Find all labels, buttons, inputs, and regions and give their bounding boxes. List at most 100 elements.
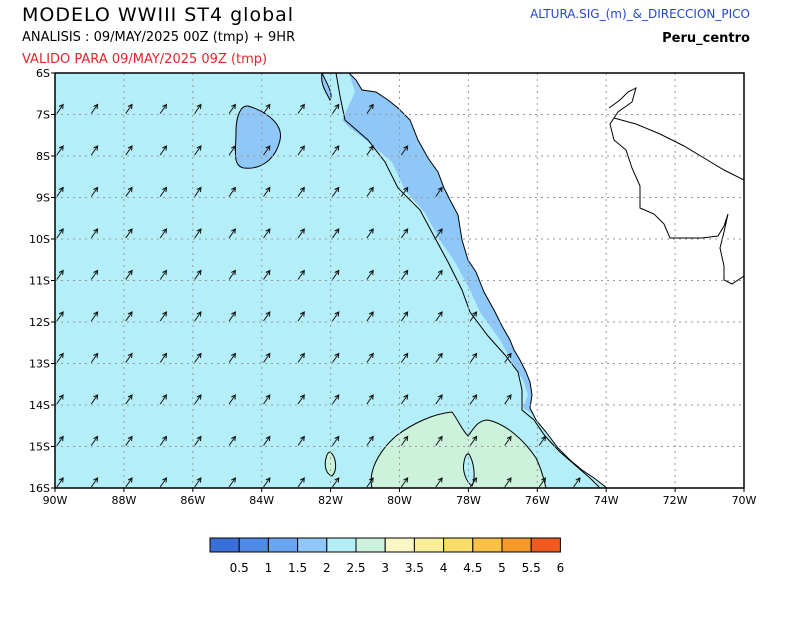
nearshore-contour — [335, 73, 601, 488]
wave-direction-arrow — [90, 145, 99, 156]
wave-direction-arrow — [56, 228, 64, 239]
wave-direction-arrow — [228, 435, 237, 446]
wave-direction-arrow — [263, 311, 271, 322]
wave-direction-arrow — [228, 352, 237, 363]
wave-direction-arrow — [159, 269, 168, 280]
wave-direction-arrow — [56, 311, 64, 322]
grid-lines — [55, 73, 744, 488]
wave-direction-arrow — [56, 103, 64, 114]
wave-direction-arrow — [194, 103, 202, 114]
wave-direction-arrow — [159, 435, 168, 446]
wave-direction-arrow — [435, 477, 443, 488]
wave-direction-arrow — [194, 477, 202, 488]
colorbar-swatch — [443, 537, 474, 553]
colorbar-swatch — [413, 537, 445, 553]
colorbar-swatch — [530, 537, 561, 553]
border-line-north — [608, 87, 744, 285]
wave-direction-arrow — [194, 435, 202, 446]
wave-direction-arrow — [297, 352, 305, 363]
wave-direction-arrow — [400, 269, 409, 280]
wave-direction-arrow — [263, 228, 271, 239]
wave-direction-arrow — [263, 145, 271, 156]
colorbar-swatch — [355, 537, 386, 553]
wave-direction-arrow — [263, 269, 271, 280]
wave-direction-arrow — [159, 311, 168, 322]
wave-direction-arrow — [263, 435, 271, 446]
wave-direction-arrow — [538, 477, 547, 488]
wave-direction-arrow — [90, 352, 99, 363]
wave-direction-arrow — [332, 311, 340, 322]
wave-direction-arrow — [504, 394, 512, 405]
wave-direction-arrow — [469, 394, 478, 405]
wave-direction-arrow — [435, 269, 443, 280]
wave-direction-arrow — [56, 186, 64, 197]
wave-direction-arrow — [56, 269, 64, 280]
wave-direction-arrow — [332, 435, 340, 446]
longitude-labels: 90W 88W 86W 84W 82W 80W 78W 76W 74W 72W 70W — [43, 488, 757, 507]
wave-direction-arrow — [90, 269, 99, 280]
wave-direction-arrow — [297, 435, 305, 446]
direction-arrows — [56, 103, 752, 488]
wave-direction-arrow — [435, 311, 443, 322]
wave-direction-arrow — [297, 228, 305, 239]
wave-direction-arrow — [56, 394, 64, 405]
wave-direction-arrow — [297, 269, 305, 280]
wave-direction-arrow — [125, 228, 133, 239]
wave-direction-arrow — [194, 186, 202, 197]
colorbar-label: 3.5 — [405, 561, 424, 575]
lat-label: 8S — [36, 150, 50, 163]
wave-direction-arrow — [297, 103, 305, 114]
wave-direction-arrow — [746, 436, 752, 445]
wave-direction-arrow — [228, 103, 237, 114]
wave-direction-arrow — [469, 435, 478, 446]
wave-direction-arrow — [90, 186, 99, 197]
colorbar-swatch — [267, 537, 299, 553]
colorbar-label: 2 — [323, 561, 331, 575]
wave-direction-arrow — [469, 352, 478, 363]
colorbar-label: 1.5 — [288, 561, 307, 575]
wave-direction-arrow — [746, 395, 752, 404]
wave-direction-arrow — [228, 394, 237, 405]
wave-direction-arrow — [297, 311, 305, 322]
wave-direction-arrow — [746, 353, 752, 362]
wave-direction-arrow — [366, 477, 374, 488]
wave-direction-arrow — [56, 435, 64, 446]
colorbar-swatch — [472, 537, 503, 553]
wave-direction-arrow — [159, 103, 168, 114]
colorbar-swatch — [297, 537, 328, 553]
colorbar-swatch — [384, 537, 415, 553]
wave-direction-arrow — [159, 186, 168, 197]
wave-direction-arrow — [746, 146, 752, 155]
wave-direction-arrow — [125, 435, 133, 446]
wave-direction-arrow — [228, 228, 237, 239]
wave-direction-arrow — [90, 311, 99, 322]
wave-direction-arrow — [56, 352, 64, 363]
wave-direction-arrow — [435, 228, 443, 239]
colorbar: 0.5 1 1.5 2 2.5 3 3.5 4 4.5 5 5.5 6 — [209, 537, 565, 575]
wave-direction-arrow — [194, 311, 202, 322]
wave-direction-arrow — [228, 145, 237, 156]
wave-direction-arrow — [332, 186, 340, 197]
wave-direction-arrow — [297, 145, 305, 156]
wave-direction-arrow — [159, 352, 168, 363]
wave-direction-arrow — [125, 394, 133, 405]
land-mass — [349, 73, 744, 488]
wave-direction-arrow — [400, 186, 409, 197]
wave-direction-arrow — [297, 394, 305, 405]
coastline — [348, 73, 608, 488]
colorbar-label: 5 — [498, 561, 506, 575]
wave-direction-arrow — [90, 228, 99, 239]
lon-label: 78W — [456, 494, 481, 507]
colorbar-swatch — [209, 537, 240, 553]
wave-direction-arrow — [159, 394, 168, 405]
lat-label: 13S — [29, 358, 50, 371]
wave-direction-arrow — [263, 394, 271, 405]
colorbar-label: 6 — [557, 561, 565, 575]
wave-direction-arrow — [366, 228, 374, 239]
wave-direction-arrow — [263, 477, 271, 488]
colorbar-label: 5.5 — [522, 561, 541, 575]
wave-direction-arrow — [263, 186, 271, 197]
wave-direction-arrow — [746, 229, 752, 238]
wave-direction-arrow — [228, 269, 237, 280]
